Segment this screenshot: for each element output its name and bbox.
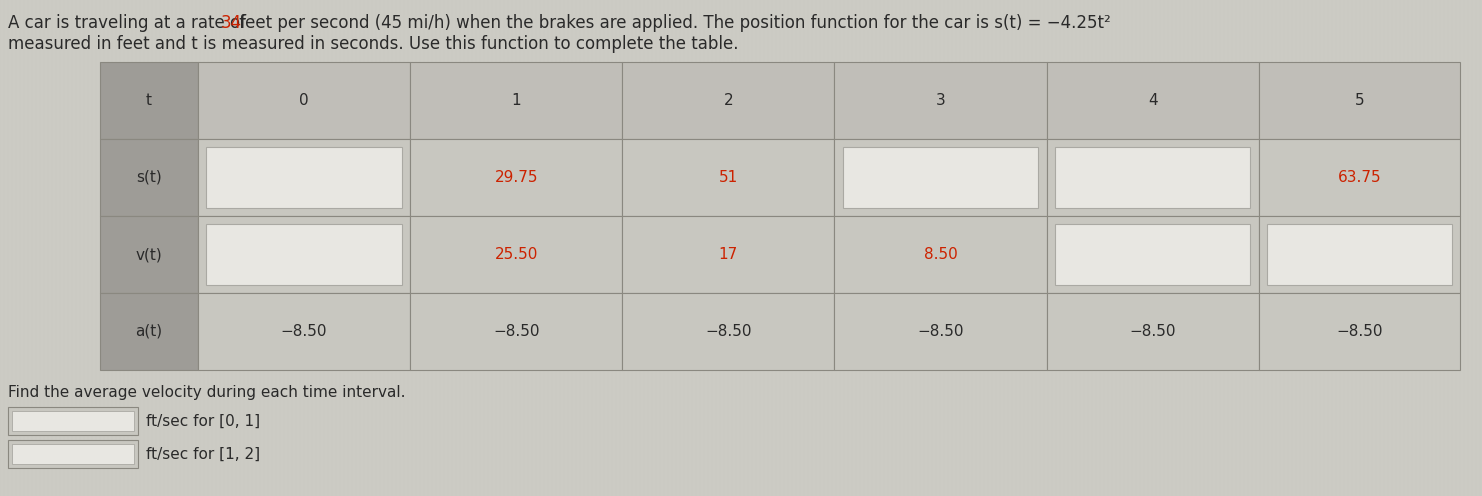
Text: −8.50: −8.50: [1129, 324, 1175, 339]
Bar: [622, 216, 834, 293]
Bar: [1258, 216, 1460, 293]
Text: ft/sec for [0, 1]: ft/sec for [0, 1]: [147, 414, 261, 429]
Bar: [1055, 147, 1251, 208]
Bar: [1046, 62, 1258, 139]
Bar: [411, 62, 622, 139]
Text: −8.50: −8.50: [1337, 324, 1383, 339]
Text: 8.50: 8.50: [923, 247, 957, 262]
Bar: [1055, 224, 1251, 285]
Text: t: t: [145, 93, 153, 108]
Bar: [1258, 139, 1460, 216]
Text: 25.50: 25.50: [495, 247, 538, 262]
Text: 51: 51: [719, 170, 738, 185]
Text: −8.50: −8.50: [705, 324, 751, 339]
Bar: [199, 216, 411, 293]
Bar: [206, 224, 402, 285]
Text: 29.75: 29.75: [495, 170, 538, 185]
Text: 2: 2: [723, 93, 734, 108]
Bar: [206, 147, 402, 208]
Bar: [834, 139, 1046, 216]
Text: feet per second (45 mi/h) when the brakes are applied. The position function for: feet per second (45 mi/h) when the brake…: [234, 14, 1112, 32]
Bar: [199, 62, 411, 139]
Bar: [411, 139, 622, 216]
Bar: [7, 407, 138, 435]
Bar: [99, 62, 199, 139]
Bar: [99, 293, 199, 370]
Text: −8.50: −8.50: [280, 324, 328, 339]
Bar: [1258, 62, 1460, 139]
Text: A car is traveling at a rate of: A car is traveling at a rate of: [7, 14, 252, 32]
Bar: [411, 293, 622, 370]
Bar: [12, 444, 133, 464]
Bar: [199, 139, 411, 216]
Bar: [834, 293, 1046, 370]
Text: Find the average velocity during each time interval.: Find the average velocity during each ti…: [7, 385, 406, 400]
Text: −8.50: −8.50: [494, 324, 539, 339]
Bar: [1267, 224, 1452, 285]
Bar: [99, 216, 199, 293]
Bar: [199, 293, 411, 370]
Bar: [1046, 293, 1258, 370]
Bar: [622, 293, 834, 370]
Text: 1: 1: [511, 93, 522, 108]
Bar: [834, 216, 1046, 293]
Text: 34: 34: [221, 14, 242, 32]
Text: 63.75: 63.75: [1338, 170, 1381, 185]
Text: a(t): a(t): [135, 324, 163, 339]
Text: measured in feet and t is measured in seconds. Use this function to complete the: measured in feet and t is measured in se…: [7, 35, 738, 53]
Bar: [7, 440, 138, 468]
Bar: [1046, 139, 1258, 216]
Text: 0: 0: [299, 93, 308, 108]
Text: ft/sec for [1, 2]: ft/sec for [1, 2]: [147, 446, 261, 461]
Text: s(t): s(t): [136, 170, 162, 185]
Bar: [99, 139, 199, 216]
Bar: [1046, 216, 1258, 293]
Bar: [834, 62, 1046, 139]
Bar: [843, 147, 1037, 208]
Text: 3: 3: [935, 93, 946, 108]
Text: −8.50: −8.50: [917, 324, 963, 339]
Text: 4: 4: [1149, 93, 1157, 108]
Bar: [622, 62, 834, 139]
Bar: [622, 139, 834, 216]
Text: v(t): v(t): [135, 247, 163, 262]
Bar: [12, 411, 133, 431]
Text: 17: 17: [719, 247, 738, 262]
Text: 5: 5: [1355, 93, 1363, 108]
Bar: [1258, 293, 1460, 370]
Bar: [411, 216, 622, 293]
